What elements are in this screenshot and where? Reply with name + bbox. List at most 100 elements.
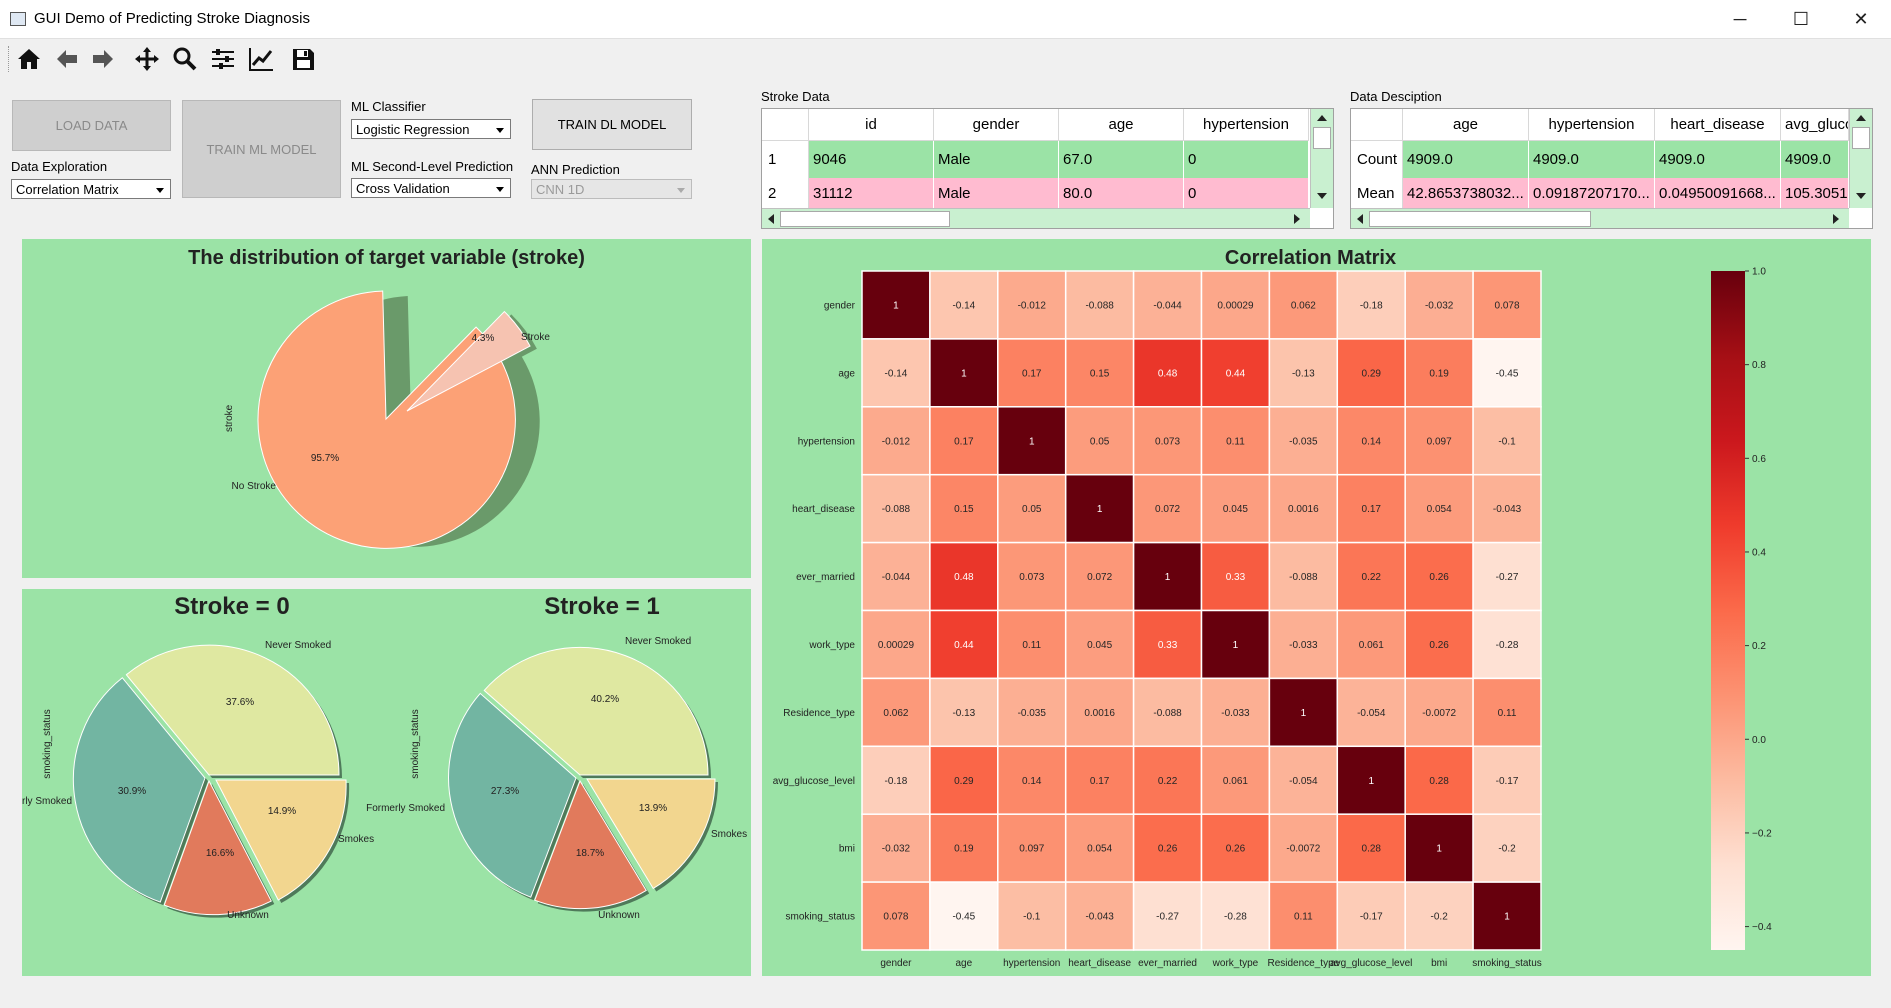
heatmap-value-label: 0.0016 <box>1288 504 1319 515</box>
scroll-left-icon[interactable] <box>1357 214 1363 224</box>
table-cell[interactable]: 42.8653738032... <box>1403 178 1529 208</box>
table-cell[interactable]: 4909.0 <box>1529 141 1655 178</box>
column-header[interactable]: hypertension <box>1529 109 1655 141</box>
table-cell[interactable]: 31112 <box>809 178 934 208</box>
column-header[interactable]: age <box>1059 109 1184 141</box>
pan-button[interactable] <box>132 44 162 74</box>
table-cell[interactable]: 80.0 <box>1059 178 1184 208</box>
horizontal-scrollbar[interactable] <box>762 208 1310 228</box>
back-button[interactable] <box>52 44 82 74</box>
heatmap-cell <box>1472 270 1542 340</box>
row-header[interactable]: 1 <box>762 141 809 178</box>
table-cell[interactable]: 4909.0 <box>1655 141 1781 178</box>
heatmap-cell <box>1132 745 1203 815</box>
correlation-heatmap: 1 -0.14 -0.012 -0.088 -0.044 0.00029 0.062 -0.1… <box>773 267 1772 970</box>
minimize-button[interactable]: ─ <box>1717 0 1763 38</box>
column-header[interactable]: age <box>1403 109 1529 141</box>
heatmap-value-label: 0.054 <box>1427 504 1452 515</box>
configure-subplots-button[interactable] <box>208 44 238 74</box>
y-tick-label: smoking_status <box>786 912 855 923</box>
table-cell[interactable]: Male <box>934 178 1059 208</box>
pie-slice-smokes <box>215 779 347 901</box>
table-cell[interactable]: 0 <box>1184 141 1309 178</box>
scroll-thumb[interactable] <box>1369 211 1591 227</box>
scroll-down-icon[interactable] <box>1317 193 1327 199</box>
stroke-1-pie: smoking_status 40.2% 27.3% 18.7% 13.9% N… <box>366 636 747 921</box>
data-exploration-select[interactable]: Correlation Matrix <box>11 179 171 199</box>
chevron-down-icon <box>156 188 164 193</box>
heatmap-value-label: 0.054 <box>1087 844 1112 855</box>
heatmap-cell <box>1336 406 1406 476</box>
table-cell[interactable]: 0.04950091668... <box>1655 178 1781 208</box>
corner-header <box>1351 109 1403 141</box>
vertical-scrollbar[interactable] <box>1849 109 1872 208</box>
table-cell[interactable]: Male <box>934 141 1059 178</box>
home-button[interactable] <box>14 44 44 74</box>
data-description-table[interactable]: age hypertension heart_disease avg_gluco… <box>1350 108 1873 229</box>
vertical-scrollbar[interactable] <box>1310 109 1333 208</box>
table-cell[interactable]: 4909.0 <box>1403 141 1529 178</box>
scroll-thumb[interactable] <box>780 211 950 227</box>
y-tick-label: avg_glucose_level <box>773 776 855 787</box>
slice-pct-label: 16.6% <box>206 848 234 859</box>
table-cell[interactable]: 105.30514 <box>1781 178 1849 208</box>
train-ml-model-button[interactable]: TRAIN ML MODEL <box>182 100 341 198</box>
colorbar-tick-label: 0.0 <box>1752 735 1766 746</box>
heatmap-value-label: -0.012 <box>882 436 911 447</box>
heatmap-cell <box>929 406 999 476</box>
save-figure-button[interactable] <box>288 44 318 74</box>
y-tick-label: bmi <box>839 844 855 855</box>
scroll-up-icon[interactable] <box>1856 115 1866 121</box>
maximize-button[interactable]: ☐ <box>1778 0 1824 38</box>
table-cell[interactable]: 9046 <box>809 141 934 178</box>
load-data-button[interactable]: LOAD DATA <box>12 100 171 151</box>
slice-label: Unknown <box>227 910 269 921</box>
heatmap-value-label: 1 <box>1029 436 1035 447</box>
data-exploration-label: Data Exploration <box>11 159 108 174</box>
ml-classifier-select[interactable]: Logistic Regression <box>351 119 511 139</box>
row-header[interactable]: Count <box>1351 141 1403 178</box>
slice-label: Stroke <box>521 332 550 343</box>
heatmap-value-label: 1 <box>1165 572 1171 583</box>
heatmap-value-label: 0.072 <box>1155 504 1180 515</box>
zoom-button[interactable] <box>170 44 200 74</box>
close-button[interactable]: ✕ <box>1838 0 1884 38</box>
target-distribution-panel: The distribution of target variable (str… <box>22 239 751 578</box>
train-dl-model-button[interactable]: TRAIN DL MODEL <box>532 99 692 150</box>
ann-prediction-label: ANN Prediction <box>531 162 620 177</box>
column-header[interactable]: heart_disease <box>1655 109 1781 141</box>
horizontal-scrollbar[interactable] <box>1351 208 1849 228</box>
scroll-thumb[interactable] <box>1852 127 1870 149</box>
scroll-left-icon[interactable] <box>768 214 774 224</box>
x-tick-label: avg_glucose_level <box>1330 958 1412 969</box>
heatmap-value-label: -0.033 <box>1289 640 1318 651</box>
x-tick-label: bmi <box>1431 958 1447 969</box>
row-header[interactable]: Mean <box>1351 178 1403 208</box>
scroll-up-icon[interactable] <box>1317 115 1327 121</box>
column-header[interactable]: avg_gluco... <box>1781 109 1849 141</box>
chevron-down-icon <box>496 128 504 133</box>
heatmap-cell <box>1404 881 1474 951</box>
heatmap-value-label: -0.1 <box>1498 436 1516 447</box>
heatmap-cell <box>1404 338 1474 408</box>
scroll-right-icon[interactable] <box>1294 214 1300 224</box>
column-header[interactable]: id <box>809 109 934 141</box>
heatmap-value-label: 0.078 <box>883 912 908 923</box>
scroll-right-icon[interactable] <box>1833 214 1839 224</box>
heatmap-cell <box>997 473 1067 544</box>
table-cell[interactable]: 0 <box>1184 178 1309 208</box>
forward-button[interactable] <box>88 44 118 74</box>
row-header[interactable]: 2 <box>762 178 809 208</box>
scroll-thumb[interactable] <box>1313 127 1331 149</box>
heatmap-value-label: -0.28 <box>1496 640 1519 651</box>
table-cell[interactable]: 0.09187207170... <box>1529 178 1655 208</box>
scroll-down-icon[interactable] <box>1856 193 1866 199</box>
column-header[interactable]: gender <box>934 109 1059 141</box>
column-header[interactable]: hypertension <box>1184 109 1309 141</box>
table-cell[interactable]: 67.0 <box>1059 141 1184 178</box>
ml-second-level-select[interactable]: Cross Validation <box>351 178 511 198</box>
table-cell[interactable]: 4909.0 <box>1781 141 1849 178</box>
edit-axis-button[interactable] <box>246 44 276 74</box>
ann-prediction-select[interactable]: CNN 1D <box>531 179 692 199</box>
stroke-data-table[interactable]: id gender age hypertension 1 9046 Male 6… <box>761 108 1334 229</box>
